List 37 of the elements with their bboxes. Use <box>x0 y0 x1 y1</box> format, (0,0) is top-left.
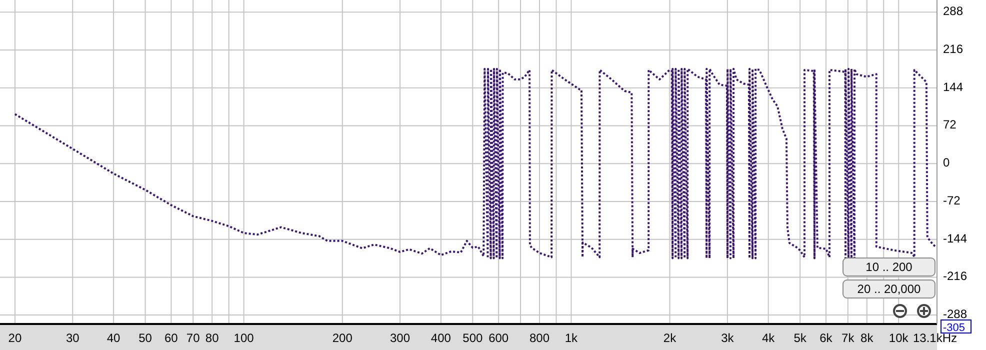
x-tick-label: 2k <box>663 331 678 345</box>
x-tick-label: 10k <box>888 331 910 345</box>
x-tick-label: 3k <box>721 331 735 345</box>
annotation: 10 .. 200 <box>866 260 913 274</box>
x-tick-label: 600 <box>488 331 509 345</box>
x-tick-label: 7k <box>842 331 856 345</box>
y-tick-label: -305 <box>943 322 966 334</box>
y-tick-label: -72 <box>943 193 961 208</box>
x-tick-label: 200 <box>332 331 353 345</box>
x-tick-label: 1k <box>564 331 579 345</box>
y-tick-label: 144 <box>943 80 964 94</box>
x-tick-label: 6k <box>820 331 834 345</box>
x-tick-label: 20 <box>8 331 22 345</box>
x-tick-label: 60 <box>164 331 178 345</box>
y-tick-label: 72 <box>943 118 957 132</box>
x-axis-title: Hz <box>942 331 958 345</box>
annotation: 20 .. 20,000 <box>857 282 922 296</box>
x-tick-label: 100 <box>234 331 254 345</box>
x-tick-label: 5k <box>794 331 808 345</box>
x-tick-label: 300 <box>390 331 410 345</box>
x-tick-label: 500 <box>462 331 483 345</box>
x-tick-label: 80 <box>205 331 220 345</box>
x-tick-label: 800 <box>529 331 550 345</box>
y-tick-label: -288 <box>943 307 968 322</box>
x-tick-label: 70 <box>186 331 200 345</box>
y-tick-label: -216 <box>943 269 968 284</box>
x-tick-label: 13.1k <box>913 331 942 345</box>
y-tick-label: 216 <box>943 42 964 56</box>
x-tick-label: 30 <box>66 331 80 345</box>
y-tick-label: -144 <box>943 231 968 246</box>
x-tick-label: 4k <box>762 331 776 345</box>
y-tick-label: 0 <box>943 156 950 170</box>
x-tick-label: 8k <box>860 331 874 345</box>
y-tick-label: 288 <box>943 4 964 18</box>
x-tick-label: 400 <box>430 331 452 345</box>
x-tick-label: 50 <box>138 331 152 345</box>
x-tick-label: 40 <box>106 331 121 345</box>
